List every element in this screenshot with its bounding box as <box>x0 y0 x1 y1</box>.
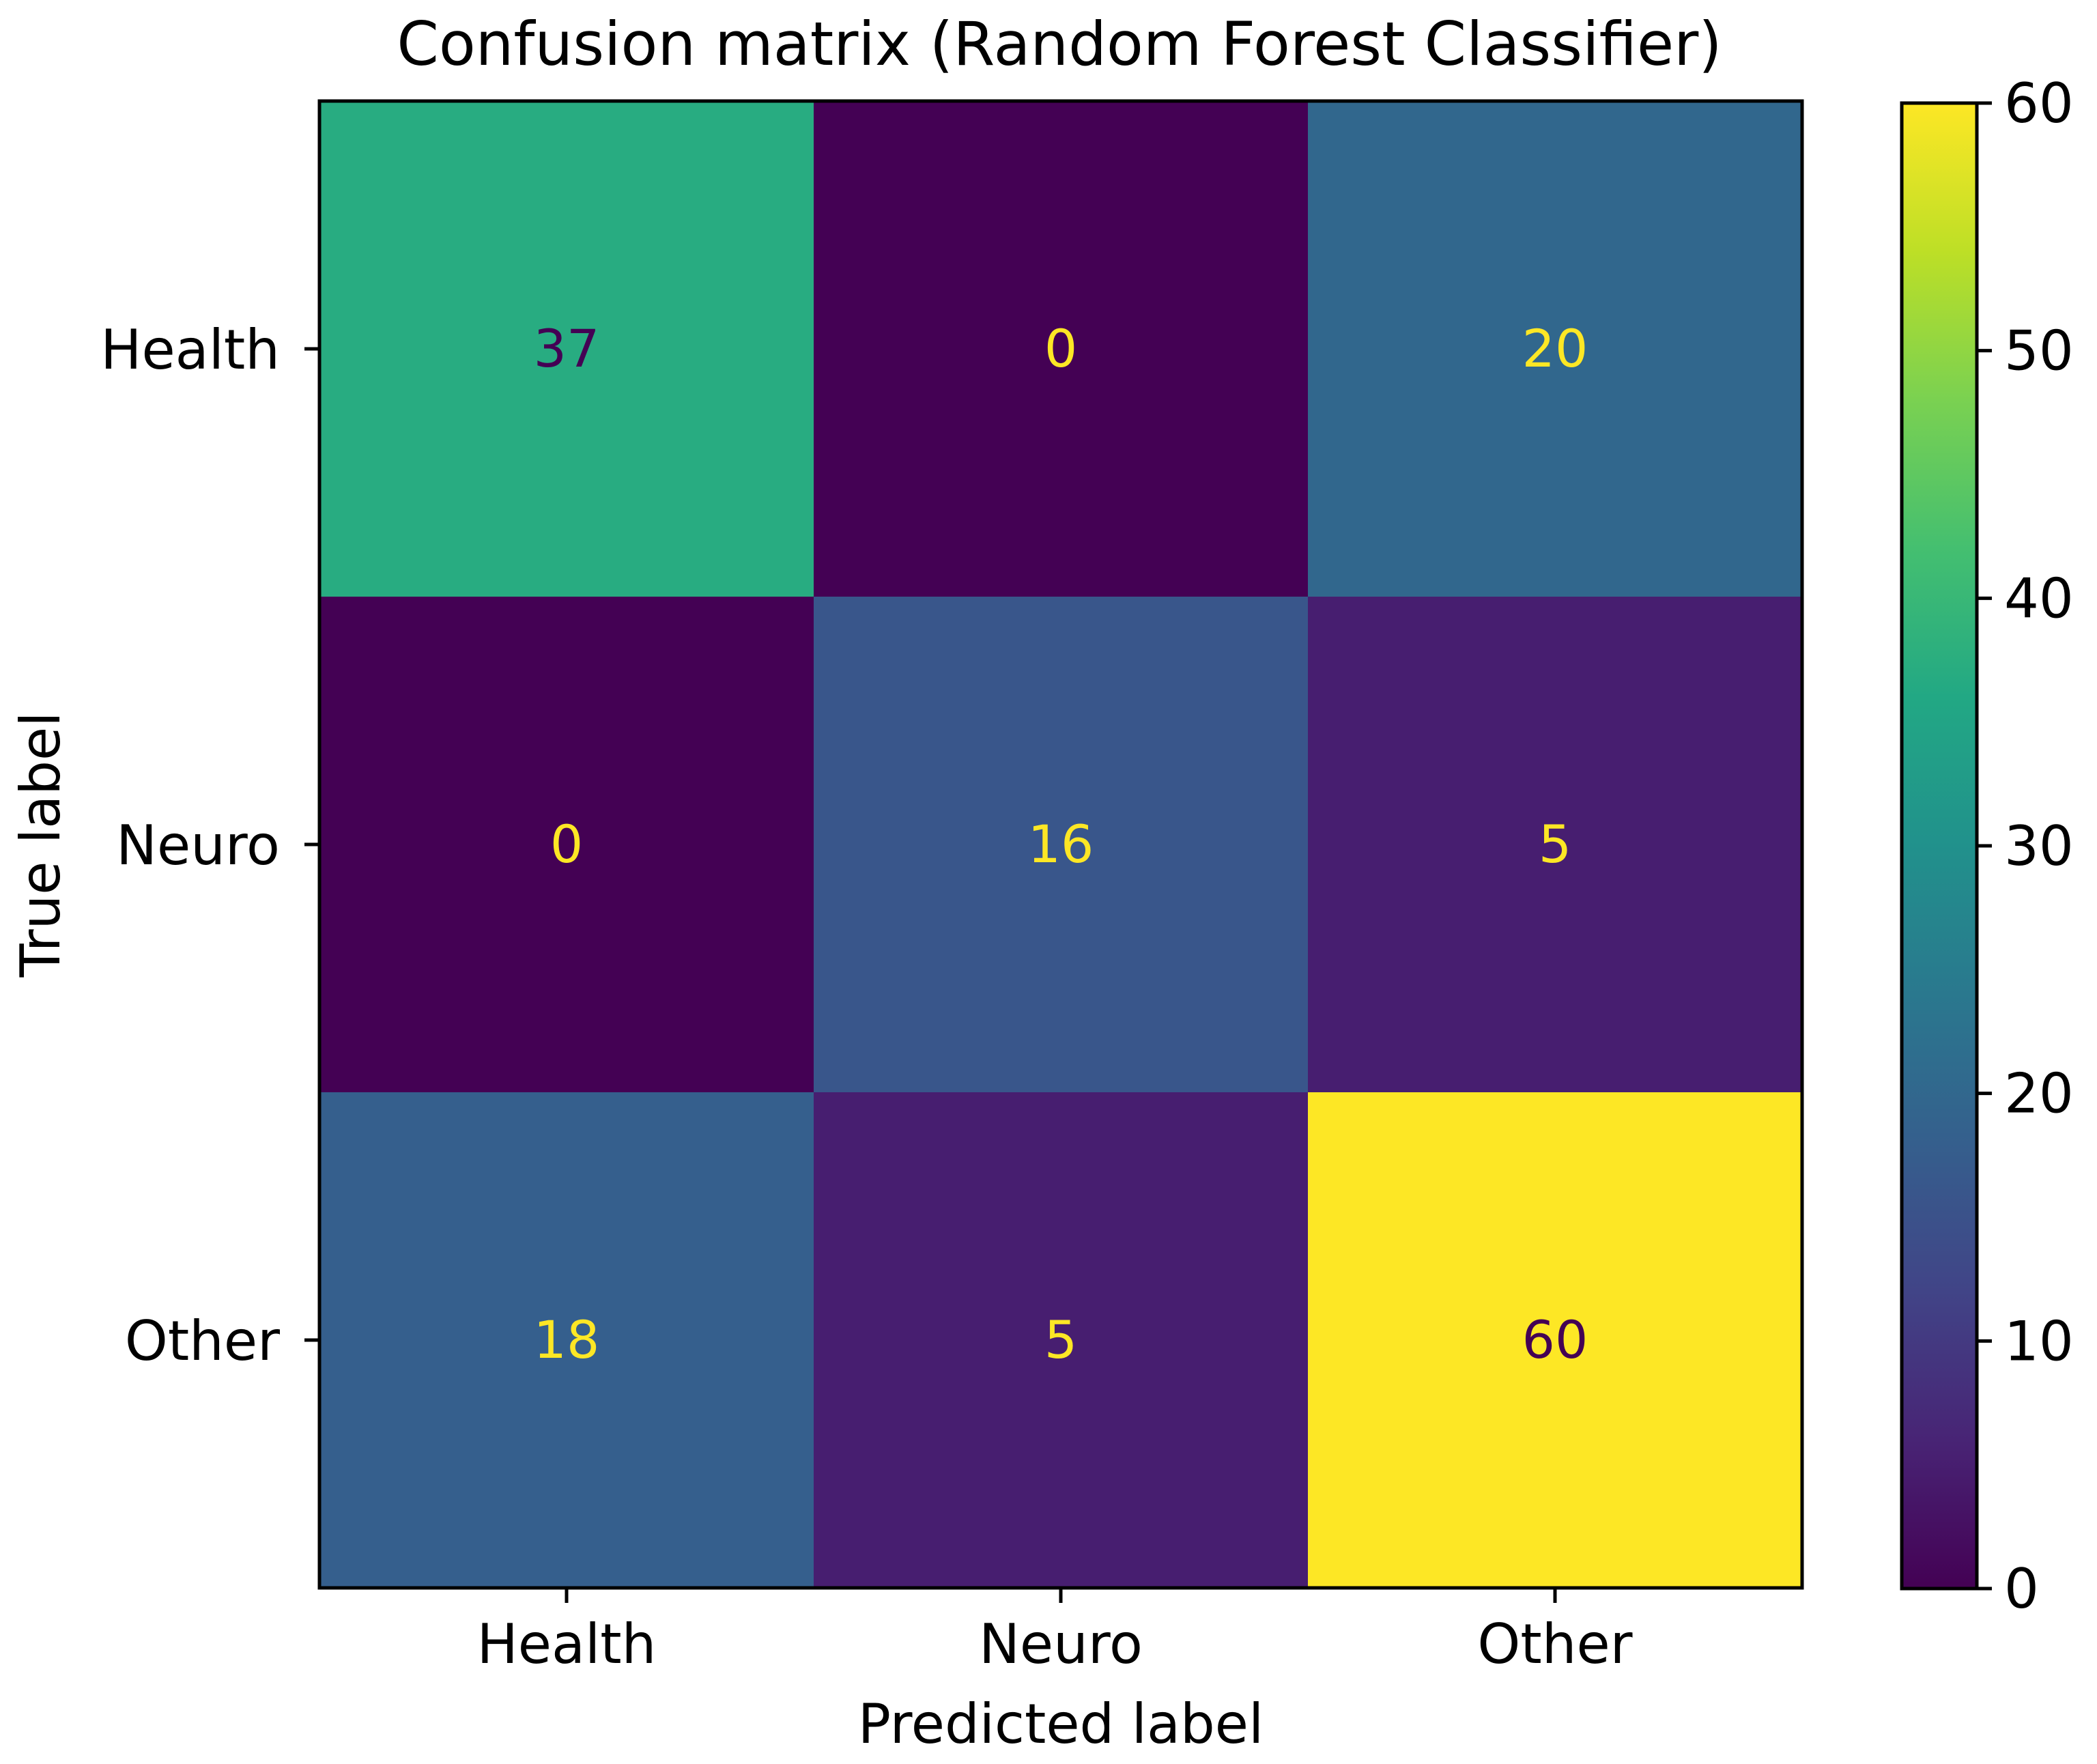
x-tick-label: Neuro <box>979 1612 1143 1676</box>
heatmap-cell-health-neuro <box>814 101 1309 597</box>
cell-value-label: 60 <box>1522 1309 1588 1370</box>
cell-value-label: 5 <box>1044 1309 1077 1370</box>
cell-value-label: 18 <box>534 1309 600 1370</box>
colorbar-tick-label: 0 <box>2004 1557 2039 1621</box>
colorbar-gradient <box>1902 103 1977 1589</box>
colorbar-tick-label: 10 <box>2004 1309 2074 1373</box>
y-axis-label: True label <box>9 712 72 978</box>
y-tick-label: Other <box>125 1309 280 1373</box>
y-tick-label: Neuro <box>116 814 280 877</box>
x-axis-label: Predicted label <box>858 1692 1264 1756</box>
colorbar-tick-label: 20 <box>2004 1062 2074 1126</box>
heatmap-cells <box>319 101 1803 1589</box>
colorbar-tick-label: 30 <box>2004 814 2074 878</box>
cell-value-label: 37 <box>534 318 600 379</box>
cell-value-label: 20 <box>1522 318 1588 379</box>
colorbar: 0 10 20 30 40 50 60 <box>1900 72 2074 1621</box>
colorbar-tick-label: 50 <box>2004 319 2074 383</box>
x-tick-label: Health <box>477 1612 657 1676</box>
heatmap-cell-health-health <box>319 101 814 597</box>
x-tick-label: Other <box>1477 1612 1632 1676</box>
heatmap-cell-neuro-other <box>1308 597 1803 1093</box>
chart-title: Confusion matrix (Random Forest Classifi… <box>397 9 1722 79</box>
colorbar-tick-label: 40 <box>2004 567 2074 630</box>
heatmap-cell-other-health <box>319 1092 814 1589</box>
y-tick-label: Health <box>100 318 280 382</box>
cell-value-label: 0 <box>550 814 583 874</box>
heatmap-cell-other-neuro <box>814 1092 1309 1589</box>
heatmap-cell-health-other <box>1308 101 1803 597</box>
cell-value-label: 0 <box>1044 318 1077 379</box>
x-axis: Health Neuro Other <box>477 1588 1633 1676</box>
heatmap-cell-other-other <box>1308 1092 1803 1589</box>
colorbar-tick-label: 60 <box>2004 72 2074 135</box>
y-axis: Health Neuro Other <box>100 318 319 1373</box>
cell-value-labels: 37 0 20 0 16 5 18 5 60 <box>534 318 1588 1370</box>
cell-value-label: 5 <box>1539 814 1571 874</box>
heatmap-cell-neuro-neuro <box>814 597 1309 1093</box>
cell-value-label: 16 <box>1028 814 1094 874</box>
heatmap-cell-neuro-health <box>319 597 814 1093</box>
